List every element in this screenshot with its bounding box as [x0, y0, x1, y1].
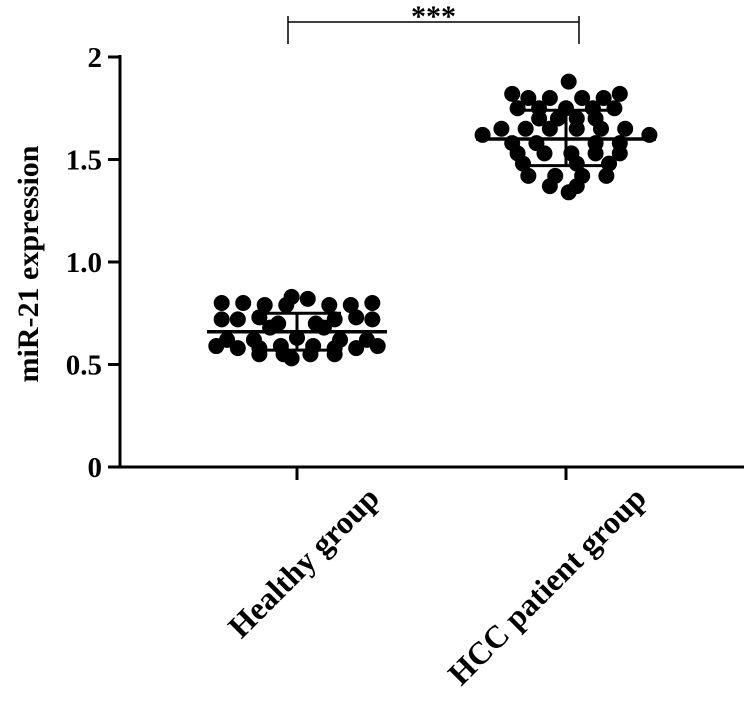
category-label: HCC patient group	[441, 479, 653, 691]
data-point	[520, 90, 537, 106]
data-point	[568, 120, 585, 137]
data-point	[364, 311, 381, 328]
y-tick-label: 1.0	[66, 247, 102, 279]
data-point	[592, 120, 609, 137]
data-point	[574, 90, 591, 106]
significance-label: ***	[411, 0, 456, 33]
data-point	[229, 311, 246, 328]
y-tick-label: 1.5	[66, 145, 102, 177]
data-point	[208, 338, 225, 355]
data-point	[283, 350, 300, 367]
data-point	[509, 100, 526, 117]
data-point	[493, 120, 510, 137]
data-point	[229, 340, 246, 357]
data-point	[587, 145, 604, 162]
data-point	[256, 297, 273, 314]
data-point	[601, 155, 618, 172]
data-point	[283, 288, 300, 305]
data-point	[342, 297, 359, 314]
y-axis-title: miR-21 expression	[12, 145, 45, 382]
data-point	[541, 120, 558, 137]
data-point	[321, 297, 338, 314]
data-point	[348, 340, 365, 357]
data-point	[213, 311, 230, 328]
data-point	[541, 90, 558, 106]
data-point	[611, 85, 628, 102]
data-point	[213, 295, 230, 311]
y-tick-label: 0	[88, 452, 103, 484]
data-point	[568, 155, 585, 172]
data-point	[598, 167, 615, 184]
data-point	[617, 120, 634, 137]
category-label: Healthy group	[221, 479, 386, 644]
data-point	[514, 155, 531, 172]
data-point	[364, 295, 381, 311]
data-point	[595, 90, 612, 106]
data-point	[611, 145, 628, 162]
data-point	[299, 290, 316, 307]
y-tick-label: 0.5	[66, 350, 102, 382]
data-point	[504, 85, 521, 102]
data-point	[560, 184, 577, 201]
data-point	[369, 338, 386, 355]
chart-marks	[207, 16, 658, 367]
data-point	[520, 167, 537, 184]
data-point	[606, 100, 623, 117]
data-point	[541, 178, 558, 195]
data-point	[560, 73, 577, 90]
data-point	[348, 309, 365, 326]
data-point	[235, 295, 252, 311]
significance-bracket	[287, 16, 580, 44]
data-point	[517, 120, 534, 137]
chart-axes	[108, 55, 744, 480]
data-point	[536, 145, 553, 162]
y-tick-label: 2	[88, 42, 103, 74]
data-point	[531, 110, 548, 127]
